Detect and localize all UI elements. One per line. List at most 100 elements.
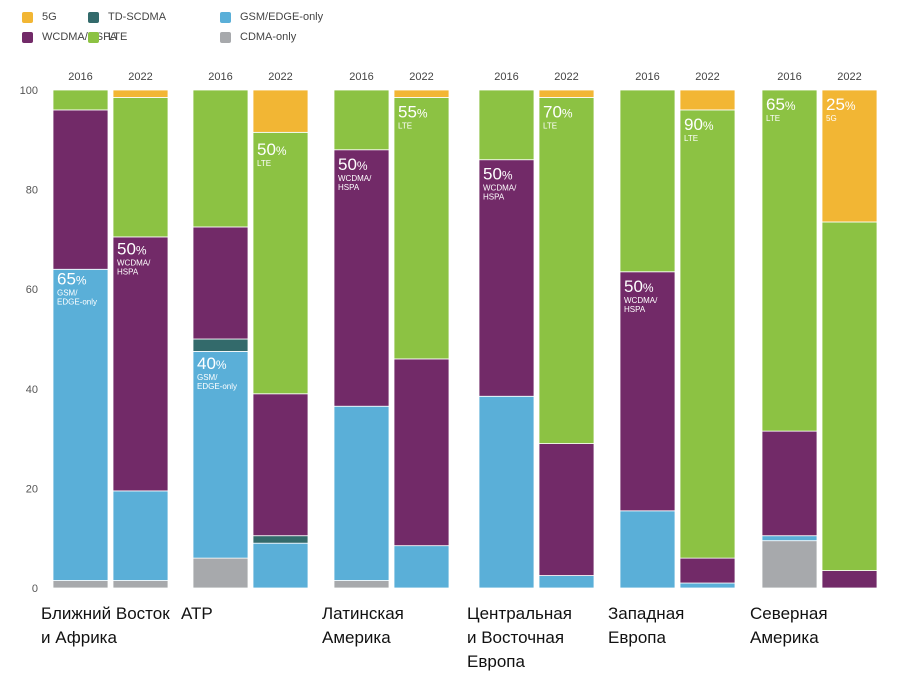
legend-label: 5G — [42, 11, 57, 23]
annotation-percent: 65% — [57, 269, 87, 288]
bar-segment-lte — [252, 131, 309, 395]
annotation-label: HSPA — [338, 183, 360, 192]
y-tick-label: 100 — [20, 85, 38, 97]
legend-swatch — [88, 31, 99, 43]
bar-segment-wcdma-hspa — [252, 393, 309, 537]
legend-label: GSM/EDGE-only — [240, 11, 324, 23]
legend-item-lte: LTE — [88, 31, 127, 43]
legend-swatch — [22, 11, 33, 23]
bar-segment-lte — [478, 89, 535, 161]
bar-segment-cdma-only — [333, 580, 390, 589]
annotation-percent: 50% — [624, 277, 654, 296]
annotation-percent: 65% — [766, 95, 796, 114]
bar-segment-cdma-only — [52, 580, 109, 589]
bar-segment-wcdma-hspa — [192, 226, 249, 340]
bar-segment-5g — [679, 89, 736, 111]
annotation-label: WCDMA/ — [624, 296, 658, 305]
bar-segment-gsm-edge-only — [619, 510, 676, 589]
bar-segment-gsm-edge-only — [112, 490, 169, 581]
annotation-percent: 55% — [398, 102, 428, 121]
year-label: 2022 — [837, 71, 861, 83]
annotation-label: HSPA — [117, 267, 139, 276]
bar-segment-gsm-edge-only — [393, 545, 450, 589]
bar-segment-wcdma-hspa — [619, 271, 676, 512]
bar-segment-lte — [112, 97, 169, 238]
annotation-label: GSM/ — [197, 373, 218, 382]
bar-segment-gsm-edge-only — [252, 542, 309, 589]
bar-segment-gsm-edge-only — [52, 268, 109, 581]
annotation-label: LTE — [257, 159, 271, 168]
bar-segment-wcdma-hspa — [538, 443, 595, 576]
annotation-label: WCDMA/ — [338, 174, 372, 183]
annotation-label: HSPA — [624, 305, 646, 314]
year-label: 2016 — [349, 71, 373, 83]
group-label: Ближний Восток — [41, 604, 170, 623]
bar-segment-lte — [619, 89, 676, 273]
bar-segment-5g — [112, 89, 169, 98]
legend-item-cdma-only: CDMA-only — [220, 31, 296, 43]
annotation-label: WCDMA/ — [117, 258, 151, 267]
group-label: Америка — [322, 628, 391, 647]
annotation-percent: 50% — [338, 155, 368, 174]
year-label: 2016 — [635, 71, 659, 83]
bar-segment-gsm-edge-only — [761, 535, 818, 542]
annotation-label: LTE — [766, 114, 780, 123]
year-label: 2022 — [128, 71, 152, 83]
bar-segment-lte — [192, 89, 249, 228]
year-label: 2022 — [695, 71, 719, 83]
annotation-percent: 25% — [826, 95, 856, 114]
legend-swatch — [88, 11, 99, 23]
bar-segment-5g — [538, 89, 595, 98]
bar-segment-cdma-only — [192, 557, 249, 589]
y-tick-label: 80 — [26, 185, 38, 197]
bar-segment-wcdma-hspa — [112, 236, 169, 492]
annotation-label: GSM/ — [57, 288, 78, 297]
bar-segment-5g — [252, 89, 309, 133]
legend-label: CDMA-only — [240, 31, 297, 43]
bar-segment-wcdma-hspa — [821, 570, 878, 589]
year-label: 2022 — [409, 71, 433, 83]
year-label: 2022 — [268, 71, 292, 83]
bar-segment-lte — [538, 97, 595, 444]
year-label: 2022 — [554, 71, 578, 83]
bar-segment-gsm-edge-only — [478, 395, 535, 589]
bar-segment-lte — [679, 109, 736, 559]
bar-segment-cdma-only — [112, 580, 169, 589]
legend-swatch — [220, 11, 231, 23]
group-label: Западная — [608, 604, 684, 623]
y-tick-label: 20 — [26, 483, 38, 495]
group-label: и Африка — [41, 628, 117, 647]
y-tick-label: 40 — [26, 384, 38, 396]
annotation-percent: 90% — [684, 115, 714, 134]
year-label: 2016 — [494, 71, 518, 83]
bar-segment-lte — [393, 97, 450, 360]
group-label: Европа — [608, 628, 666, 647]
group-label: Северная — [750, 604, 828, 623]
legend-label: TD-SCDMA — [108, 11, 167, 23]
annotation-label: 5G — [826, 114, 837, 123]
bar-segment-gsm-edge-only — [333, 405, 390, 581]
year-label: 2016 — [68, 71, 92, 83]
legend-item-gsm-edge-only: GSM/EDGE-only — [220, 11, 323, 23]
bar-segment-wcdma-hspa — [761, 430, 818, 537]
year-label: 2016 — [777, 71, 801, 83]
bar-segment-lte — [821, 221, 878, 571]
bar-segment-lte — [761, 89, 818, 432]
group-label: Центральная — [467, 604, 572, 623]
annotation-label: EDGE-only — [57, 297, 97, 306]
annotation-label: LTE — [398, 121, 412, 130]
bar-segment-wcdma-hspa — [393, 358, 450, 547]
bar-segment-5g — [393, 89, 450, 98]
legend-swatch — [220, 31, 231, 43]
annotation-label: HSPA — [483, 193, 505, 202]
annotation-label: LTE — [543, 121, 557, 130]
bar-segment-lte — [52, 89, 109, 111]
annotation-label: WCDMA/ — [483, 184, 517, 193]
legend-item-td-scdma: TD-SCDMA — [88, 11, 166, 23]
legend-item-5g: 5G — [22, 11, 57, 23]
y-tick-label: 0 — [32, 583, 38, 595]
y-tick-label: 60 — [26, 284, 38, 296]
annotation-percent: 50% — [117, 239, 147, 258]
bar-segment-td-scdma — [252, 535, 309, 544]
